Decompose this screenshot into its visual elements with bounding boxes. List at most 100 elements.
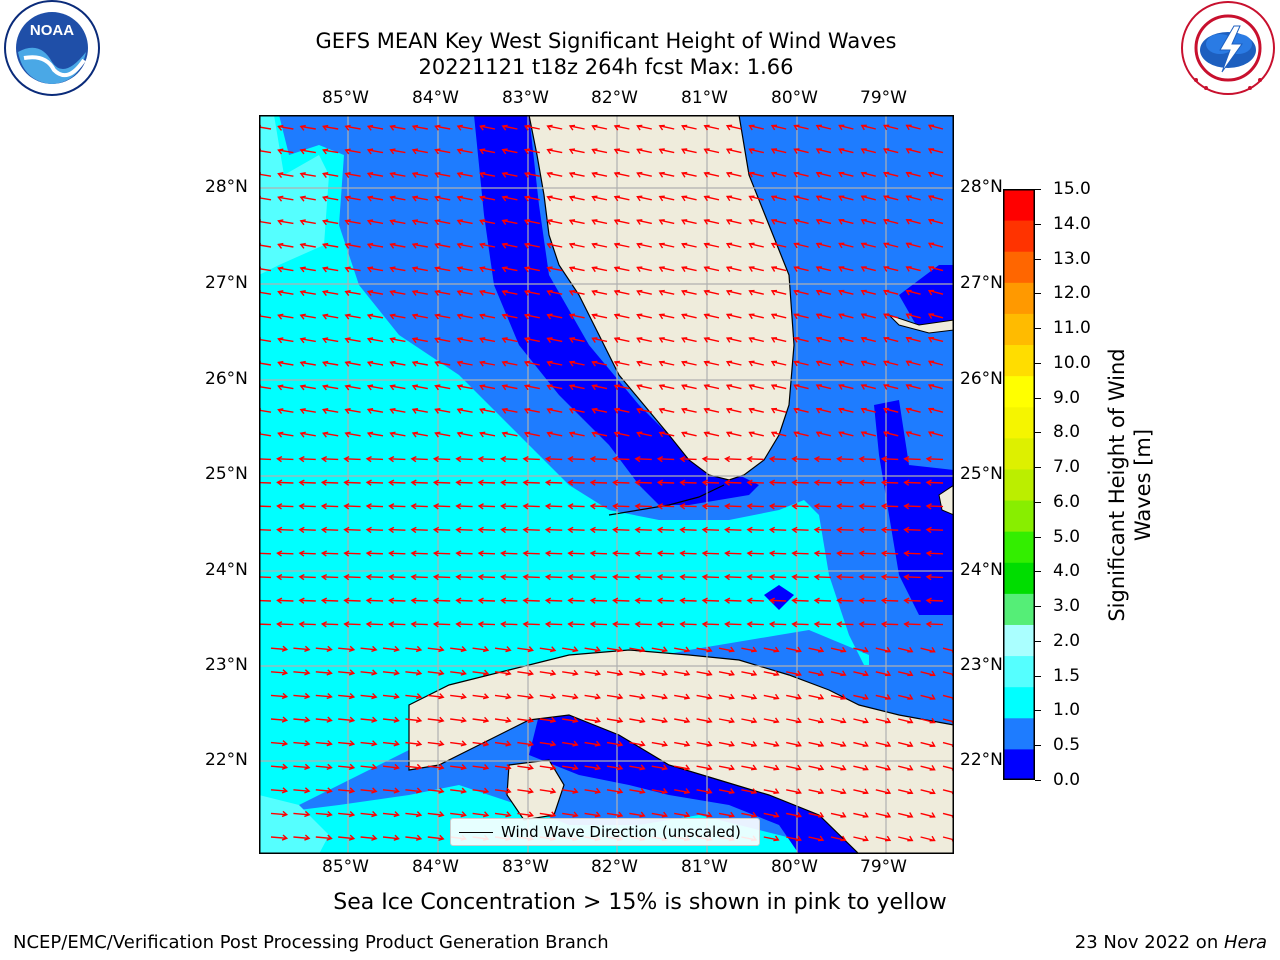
wave-arrow-head: [523, 242, 531, 249]
wave-arrow-head: [393, 740, 400, 747]
wave-arrow-head: [434, 431, 441, 438]
wave-arrow-head: [277, 195, 284, 202]
wave-arrow-shaft: [338, 647, 354, 651]
wave-arrow-shaft: [322, 576, 339, 579]
wave-arrow-shaft: [592, 384, 608, 390]
wave-arrow-shaft: [323, 267, 339, 272]
wave-arrow-head: [636, 242, 643, 249]
wave-arrow-head: [434, 290, 441, 296]
wave-arrow-head: [905, 195, 912, 201]
wave-arrow-shaft: [651, 718, 667, 723]
wave-arrow-shaft: [501, 599, 518, 602]
wave-arrow-head: [681, 360, 688, 367]
wave-arrow-shaft: [405, 812, 421, 816]
wave-arrow-head: [389, 195, 396, 202]
wave-arrow-head: [388, 479, 395, 486]
wave-arrow-shaft: [345, 338, 361, 343]
wave-arrow-shaft: [546, 458, 563, 461]
wave-arrow-head: [683, 788, 691, 794]
wave-arrow-head: [482, 764, 490, 771]
wave-arrow-head: [661, 811, 668, 818]
wave-arrow-shaft: [547, 290, 563, 295]
wave-arrow-head: [456, 337, 463, 344]
wave-arrow-head: [456, 171, 463, 178]
wave-arrow-head: [527, 669, 534, 676]
wave-arrow-head: [344, 337, 351, 344]
cuba-land: [408, 649, 954, 854]
wave-arrow-shaft: [412, 314, 428, 319]
wave-arrow-head: [589, 550, 596, 557]
wave-arrow-shaft: [763, 812, 779, 818]
wave-arrow-shaft: [315, 671, 332, 674]
wave-arrow-head: [661, 740, 668, 747]
wave-arrow-shaft: [539, 741, 556, 746]
wave-arrow-head: [320, 597, 328, 604]
wave-arrow-head: [905, 266, 912, 272]
wave-arrow-head: [546, 313, 553, 320]
wave-arrow-shaft: [830, 836, 846, 841]
wave-arrow-head: [795, 741, 802, 747]
wave-arrow-head: [277, 313, 284, 320]
wave-arrow-head: [815, 384, 822, 390]
wave-arrow-head: [907, 812, 914, 818]
wave-arrow-shaft: [704, 219, 720, 225]
wave-arrow-shaft: [389, 481, 406, 484]
wave-arrow-head: [505, 669, 512, 676]
wave-arrow-head: [546, 266, 553, 273]
wave-arrow-head: [746, 503, 753, 510]
wave-arrow-head: [434, 266, 441, 273]
wave-arrow-shaft: [792, 552, 809, 555]
wave-arrow-head: [393, 645, 400, 653]
wave-arrow-head: [322, 337, 329, 344]
wave-arrow-head: [748, 266, 755, 272]
wave-arrow-shaft: [367, 481, 384, 484]
wave-arrow-head: [527, 646, 534, 653]
wave-arrow-head: [927, 219, 935, 225]
wave-arrow-head: [567, 573, 574, 581]
wave-arrow-shaft: [704, 195, 720, 201]
wave-arrow-shaft: [367, 528, 384, 531]
wave-arrow-shaft: [457, 361, 473, 366]
wave-arrow-head: [905, 431, 912, 437]
wave-arrow-shaft: [293, 718, 310, 722]
wave-arrow-shaft: [345, 243, 361, 248]
colorbar-segment: [1003, 468, 1035, 501]
wave-arrow-shaft: [763, 671, 779, 676]
wave-arrow-shaft: [680, 458, 697, 461]
wave-arrow-shaft: [629, 647, 645, 652]
wave-arrow-shaft: [659, 148, 675, 154]
wave-arrow-shaft: [725, 528, 742, 531]
wave-arrow-shaft: [523, 458, 540, 461]
wave-arrow-head: [479, 360, 486, 367]
wave-arrow-head: [836, 526, 843, 534]
wave-arrow-shaft: [562, 718, 578, 723]
wave-arrow-shaft: [853, 671, 868, 676]
wave-arrow-head: [880, 550, 888, 557]
wave-arrow-shaft: [389, 458, 406, 461]
wave-arrow-head: [320, 550, 328, 557]
wave-arrow-head: [817, 835, 825, 842]
wave-arrow-head: [344, 290, 351, 296]
wave-arrow-shaft: [591, 599, 608, 602]
wave-arrow-head: [434, 148, 441, 155]
wave-arrow-shaft: [480, 243, 496, 248]
wave-arrow-head: [840, 835, 847, 842]
wave-arrow-shaft: [882, 505, 899, 508]
wave-arrow-shaft: [255, 576, 272, 579]
wave-arrow-head: [343, 621, 350, 628]
wave-arrow-head: [366, 219, 374, 226]
wave-arrow-head: [344, 384, 351, 391]
wave-arrow-head: [661, 646, 668, 653]
wave-arrow-head: [860, 289, 867, 296]
wave-arrow-shaft: [405, 647, 421, 651]
wave-arrow-head: [639, 811, 646, 818]
wave-arrow-shaft: [904, 576, 921, 579]
wave-arrow-head: [479, 289, 486, 296]
wave-band-0-0-5-cuba: [529, 715, 819, 854]
wave-arrow-head: [505, 716, 512, 723]
wave-arrow-head: [905, 219, 912, 225]
wave-arrow-head: [903, 455, 910, 463]
wave-arrow-head: [455, 503, 462, 510]
wave-arrow-shaft: [808, 812, 824, 818]
wave-arrow-shaft: [591, 505, 608, 508]
